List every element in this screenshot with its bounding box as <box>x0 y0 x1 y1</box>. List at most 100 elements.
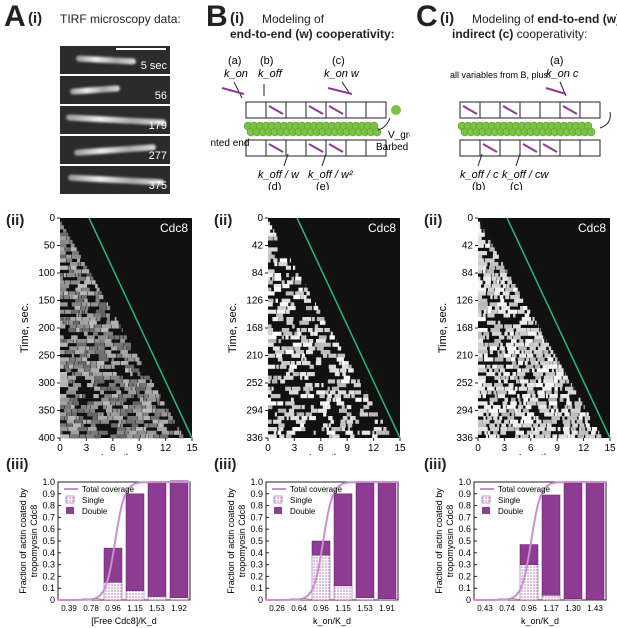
coverage-chart-c: 0 0.1 0.20.3 0.4 0.5 0.6 0.70.8 0.9 1.0 0.43 0.74 0… <box>434 477 607 626</box>
signal-patch <box>99 291 102 296</box>
signal-patch <box>570 427 577 432</box>
legend-swatch-single <box>481 495 491 504</box>
signal-patch <box>66 258 73 263</box>
signal-patch <box>542 339 545 344</box>
signal-patch <box>482 269 486 274</box>
signal-patch <box>490 295 493 300</box>
signal-patch <box>85 276 91 281</box>
x-tick-label: 0 <box>265 443 271 454</box>
signal-patch <box>268 251 272 256</box>
signal-patch <box>484 405 491 410</box>
signal-patch <box>499 346 505 351</box>
signal-patch <box>505 287 513 292</box>
signal-patch <box>286 320 293 325</box>
signal-patch <box>95 309 105 314</box>
signal-patch <box>110 434 118 439</box>
signal-patch <box>65 368 72 373</box>
signal-patch <box>123 335 127 340</box>
signal-patch <box>489 342 499 347</box>
signal-patch <box>367 401 373 406</box>
signal-patch <box>123 346 127 351</box>
signal-patch <box>179 430 182 435</box>
signal-patch <box>148 423 158 428</box>
signal-patch <box>92 416 98 421</box>
tropomyosin-mark <box>328 105 344 115</box>
signal-patch <box>178 434 184 439</box>
signal-patch <box>545 394 548 399</box>
signal-patch <box>533 339 542 344</box>
signal-patch <box>84 368 90 373</box>
signal-patch <box>152 405 156 410</box>
tirf-frame: 179 <box>60 106 170 134</box>
legend-label-double: Double <box>290 507 316 516</box>
x-tick-label: 15 <box>394 443 406 454</box>
legend-swatch-double <box>66 507 74 514</box>
signal-patch <box>79 434 86 439</box>
y-tick-label: 0.1 <box>42 583 55 593</box>
signal-patch <box>112 372 117 377</box>
signal-patch <box>554 383 563 388</box>
signal-patch <box>550 408 555 413</box>
signal-patch <box>142 405 146 410</box>
panel-c-title-2: indirect (c) cooperativity: <box>452 27 588 41</box>
signal-patch <box>81 423 84 428</box>
signal-patch <box>544 353 551 358</box>
signal-patch <box>529 434 534 439</box>
signal-patch <box>268 225 273 230</box>
signal-patch <box>376 430 386 435</box>
signal-patch <box>98 295 104 300</box>
signal-patch <box>86 383 93 388</box>
signal-patch <box>486 269 494 274</box>
signal-patch <box>118 394 123 399</box>
signal-patch <box>567 434 571 439</box>
signal-patch <box>326 397 332 402</box>
signal-patch <box>509 419 513 424</box>
signal-patch <box>524 350 530 355</box>
signal-patch <box>493 390 497 395</box>
signal-patch <box>268 273 274 278</box>
signal-patch <box>271 276 274 281</box>
signal-patch <box>298 287 303 292</box>
signal-patch <box>492 254 499 259</box>
signal-patch <box>268 236 274 241</box>
signal-patch <box>499 269 506 274</box>
signal-patch <box>491 243 493 248</box>
signal-patch <box>562 427 570 432</box>
signal-patch <box>102 372 113 377</box>
signal-patch <box>100 328 109 333</box>
binding-site <box>285 101 307 119</box>
signal-patch <box>76 258 81 263</box>
signal-patch <box>538 405 547 410</box>
signal-patch <box>544 434 551 439</box>
y-tick-label: 252 <box>456 378 473 389</box>
signal-patch <box>338 408 348 413</box>
signal-patch <box>486 372 496 377</box>
signal-patch <box>75 291 79 296</box>
signal-patch <box>548 401 558 406</box>
signal-patch <box>553 375 562 380</box>
y-tick-label: 0.3 <box>458 560 471 570</box>
signal-patch <box>560 394 570 399</box>
signal-patch <box>86 361 90 366</box>
signal-patch <box>140 375 143 380</box>
signal-patch <box>273 284 282 289</box>
signal-patch <box>515 375 518 380</box>
signal-patch <box>505 364 514 369</box>
signal-patch <box>483 416 486 421</box>
x-axis-label: k_on/K_d <box>521 616 559 626</box>
signal-patch <box>288 368 294 373</box>
signal-patch <box>517 372 526 377</box>
signal-patch <box>118 346 123 351</box>
signal-patch <box>128 383 133 388</box>
signal-patch <box>489 401 494 406</box>
signal-patch <box>60 430 63 435</box>
signal-patch <box>283 375 294 380</box>
signal-patch <box>94 379 105 384</box>
signal-patch <box>345 430 353 435</box>
signal-patch <box>508 408 515 413</box>
signal-patch <box>482 313 486 318</box>
binding-site <box>285 139 307 157</box>
signal-patch <box>535 434 545 439</box>
x-tick-label: 1.53 <box>149 604 165 613</box>
signal-patch <box>85 350 88 355</box>
